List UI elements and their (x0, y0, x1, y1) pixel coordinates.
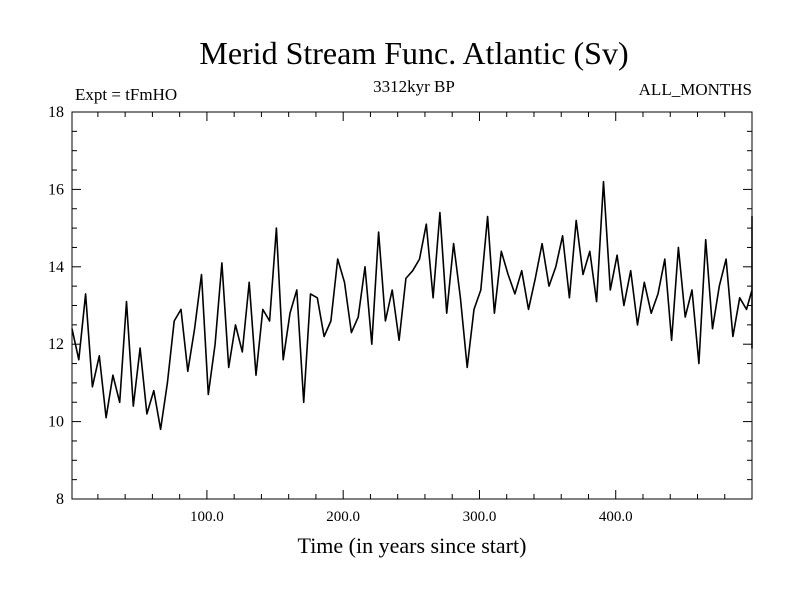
period-label: 3312kyr BP (373, 77, 455, 96)
months-label: ALL_MONTHS (639, 80, 752, 99)
y-tick-label: 12 (48, 336, 64, 353)
x-axis-label: Time (in years since start) (298, 533, 527, 558)
x-tick-label: 400.0 (599, 509, 633, 525)
y-tick-label: 10 (48, 414, 64, 431)
y-tick-label: 8 (56, 491, 64, 508)
y-axis-tick-labels: 8 10 12 14 16 18 (48, 104, 64, 508)
x-axis-tick-labels: 100.0 200.0 300.0 400.0 (190, 509, 633, 525)
y-tick-label: 18 (48, 104, 64, 121)
x-tick-label: 200.0 (326, 509, 360, 525)
chart-title: Merid Stream Func. Atlantic (Sv) (199, 35, 628, 71)
series-line (71, 180, 753, 431)
y-tick-label: 14 (48, 259, 64, 276)
x-tick-label: 300.0 (463, 509, 497, 525)
axis-ticks (72, 111, 752, 500)
experiment-label: Expt = tFmHO (75, 85, 177, 104)
x-tick-label: 100.0 (190, 509, 224, 525)
series-group (71, 180, 753, 431)
y-tick-label: 16 (48, 181, 64, 198)
